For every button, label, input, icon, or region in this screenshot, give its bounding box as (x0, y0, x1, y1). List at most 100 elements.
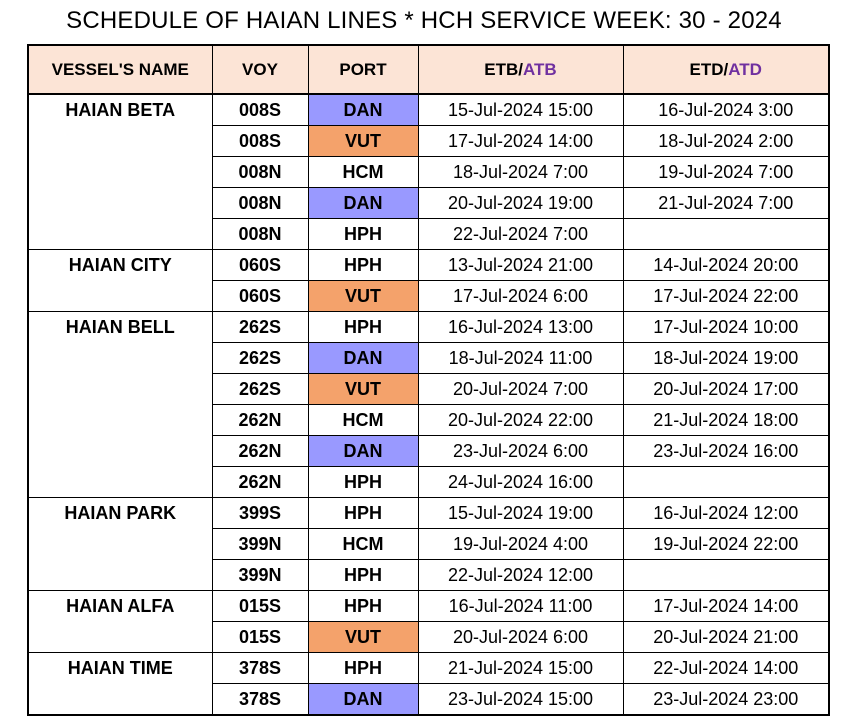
vessel-cell: HAIAN CITY (27, 249, 213, 281)
voy-cell: 262S (211, 373, 309, 405)
etd-cell: 20-Jul-2024 17:00 (622, 373, 830, 405)
etb-cell: 20-Jul-2024 6:00 (417, 621, 624, 653)
vessel-cell (27, 621, 213, 653)
voy-cell: 060S (211, 249, 309, 281)
etd-cell: 17-Jul-2024 10:00 (622, 311, 830, 343)
voy-cell: 008N (211, 156, 309, 188)
col-header-voy: VOY (211, 44, 309, 95)
etd-cell: 14-Jul-2024 20:00 (622, 249, 830, 281)
vessel-cell: HAIAN BETA (27, 94, 213, 126)
vessel-cell (27, 373, 213, 405)
vessel-cell (27, 187, 213, 219)
vessel-cell (27, 156, 213, 188)
port-cell: DAN (307, 187, 419, 219)
table-row: 262S VUT 20-Jul-2024 7:00 20-Jul-2024 17:00 (27, 373, 830, 405)
col-header-etd: ETD/ATD (622, 44, 830, 95)
atb-label: ATB (523, 59, 557, 79)
vessel-cell: HAIAN BELL (27, 311, 213, 343)
etd-cell: 19-Jul-2024 22:00 (622, 528, 830, 560)
table-row: 008N HPH 22-Jul-2024 7:00 (27, 218, 830, 250)
voy-cell: 399N (211, 559, 309, 591)
table-row: HAIAN CITY 060S HPH 13-Jul-2024 21:00 14-Jul… (27, 249, 830, 281)
voy-cell: 008N (211, 218, 309, 250)
table-row: HAIAN ALFA 015S HPH 16-Jul-2024 11:00 17-Jul… (27, 590, 830, 622)
voy-cell: 008S (211, 125, 309, 157)
voy-cell: 378S (211, 652, 309, 684)
table-row: 262N HPH 24-Jul-2024 16:00 (27, 466, 830, 498)
voy-cell: 008S (211, 94, 309, 126)
vessel-cell: HAIAN PARK (27, 497, 213, 529)
table-row: HAIAN TIME 378S HPH 21-Jul-2024 15:00 22-Jul… (27, 652, 830, 684)
vessel-cell (27, 435, 213, 467)
etd-cell: 16-Jul-2024 3:00 (622, 94, 830, 126)
port-cell: HPH (307, 311, 419, 343)
etb-cell: 17-Jul-2024 14:00 (417, 125, 624, 157)
etd-cell (622, 559, 830, 591)
table-row: HAIAN BETA 008S DAN 15-Jul-2024 15:00 16-Jul… (27, 94, 830, 126)
port-cell: HPH (307, 466, 419, 498)
vessel-cell (27, 280, 213, 312)
voy-cell: 399N (211, 528, 309, 560)
page-title: SCHEDULE OF HAIAN LINES * HCH SERVICE WE… (66, 7, 782, 34)
port-cell: VUT (307, 373, 419, 405)
etb-cell: 22-Jul-2024 12:00 (417, 559, 624, 591)
etd-cell: 16-Jul-2024 12:00 (622, 497, 830, 529)
port-cell: HCM (307, 528, 419, 560)
table-row: HAIAN PARK 399S HPH 15-Jul-2024 19:00 16-Jul… (27, 497, 830, 529)
vessel-cell: HAIAN TIME (27, 652, 213, 684)
etb-cell: 24-Jul-2024 16:00 (417, 466, 624, 498)
etb-cell: 16-Jul-2024 13:00 (417, 311, 624, 343)
voy-cell: 008N (211, 187, 309, 219)
etd-cell: 20-Jul-2024 21:00 (622, 621, 830, 653)
voy-cell: 262N (211, 466, 309, 498)
voy-cell: 262N (211, 435, 309, 467)
etd-cell (622, 466, 830, 498)
port-cell: VUT (307, 125, 419, 157)
table-row: 399N HCM 19-Jul-2024 4:00 19-Jul-2024 22:00 (27, 528, 830, 560)
table-row: 262N DAN 23-Jul-2024 6:00 23-Jul-2024 16:00 (27, 435, 830, 467)
etd-cell: 18-Jul-2024 2:00 (622, 125, 830, 157)
etb-cell: 15-Jul-2024 15:00 (417, 94, 624, 126)
table-row: 015S VUT 20-Jul-2024 6:00 20-Jul-2024 21:00 (27, 621, 830, 653)
etd-cell: 18-Jul-2024 19:00 (622, 342, 830, 374)
port-cell: HPH (307, 218, 419, 250)
vessel-cell (27, 466, 213, 498)
col-header-port: PORT (307, 44, 419, 95)
vessel-cell (27, 559, 213, 591)
vessel-cell (27, 218, 213, 250)
table-row: 399N HPH 22-Jul-2024 12:00 (27, 559, 830, 591)
etd-cell: 19-Jul-2024 7:00 (622, 156, 830, 188)
voy-cell: 399S (211, 497, 309, 529)
table-row: 262S DAN 18-Jul-2024 11:00 18-Jul-2024 19:0… (27, 342, 830, 374)
voy-cell: 378S (211, 683, 309, 716)
etb-cell: 23-Jul-2024 15:00 (417, 683, 624, 716)
etb-cell: 21-Jul-2024 15:00 (417, 652, 624, 684)
vessel-cell (27, 683, 213, 716)
vessel-cell: HAIAN ALFA (27, 590, 213, 622)
etd-cell: 21-Jul-2024 7:00 (622, 187, 830, 219)
port-cell: HPH (307, 559, 419, 591)
header-row: VESSEL'S NAME VOY PORT ETB/ATB ETD/ATD (27, 44, 830, 95)
etb-cell: 16-Jul-2024 11:00 (417, 590, 624, 622)
vessel-cell (27, 404, 213, 436)
etd-cell: 23-Jul-2024 16:00 (622, 435, 830, 467)
etb-label: ETB/ (484, 59, 524, 79)
etb-cell: 19-Jul-2024 4:00 (417, 528, 624, 560)
vessel-cell (27, 342, 213, 374)
etd-cell: 17-Jul-2024 14:00 (622, 590, 830, 622)
etb-cell: 23-Jul-2024 6:00 (417, 435, 624, 467)
etb-cell: 13-Jul-2024 21:00 (417, 249, 624, 281)
schedule-table: VESSEL'S NAME VOY PORT ETB/ATB ETD/ATD H… (27, 44, 830, 716)
port-cell: HPH (307, 590, 419, 622)
schedule-body: HAIAN BETA 008S DAN 15-Jul-2024 15:00 16-Jul… (27, 94, 830, 716)
etb-cell: 17-Jul-2024 6:00 (417, 280, 624, 312)
etb-cell: 22-Jul-2024 7:00 (417, 218, 624, 250)
table-row: 262N HCM 20-Jul-2024 22:00 21-Jul-2024 18:0… (27, 404, 830, 436)
port-cell: DAN (307, 435, 419, 467)
etd-cell (622, 218, 830, 250)
etb-cell: 18-Jul-2024 7:00 (417, 156, 624, 188)
vessel-cell (27, 125, 213, 157)
table-row: 008S VUT 17-Jul-2024 14:00 18-Jul-2024 2:00 (27, 125, 830, 157)
port-cell: HPH (307, 249, 419, 281)
table-row: 008N DAN 20-Jul-2024 19:00 21-Jul-2024 7:00 (27, 187, 830, 219)
